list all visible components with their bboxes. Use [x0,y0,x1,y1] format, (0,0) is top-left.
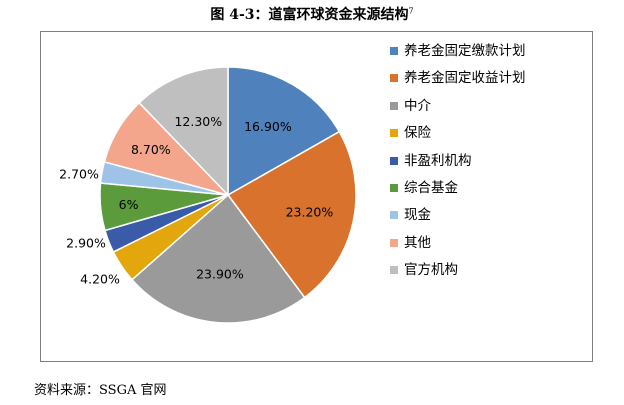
legend-swatch [390,47,398,55]
figure-title: 图 4-3：道富环球资金来源结构7 [0,4,624,24]
legend-swatch [390,101,398,110]
legend-swatch [390,74,398,83]
pie-slice [227,66,341,197]
legend-swatch [390,238,398,247]
legend-label: 官方机构 [404,262,458,279]
pie-data-labels: 16.90% 23.20% 23.90% 4.20% 2.90% 6% 2.70% 8.70%… [59,114,333,287]
pie-data-label: 23.90% [196,266,244,281]
pie-slice [138,66,229,197]
pie-data-label: 23.20% [286,205,334,220]
legend-swatch [390,156,398,165]
pie-data-label: 2.70% [59,167,99,182]
pie-slices [99,66,357,324]
legend-label: 现金 [404,207,431,224]
pie-data-label: 4.20% [80,272,120,287]
legend-swatch [390,184,398,192]
legend-label: 养老金固定缴款计划 [404,43,526,59]
pie-slice [130,193,306,324]
legend-swatch [390,129,398,138]
legend-label: 保险 [404,125,431,142]
legend-swatch [390,266,398,275]
pie-data-label: 6% [119,197,139,212]
pie-data-label: 12.30% [174,114,222,129]
legend-label: 非盈利机构 [404,152,472,169]
legend-swatch [390,211,398,220]
legend-label: 中介 [404,97,431,114]
figure-title-footnote: 7 [408,6,414,16]
pie-data-label: 16.90% [244,119,292,134]
source-note: 资料来源：SSGA 官网 [34,383,167,398]
figure-title-text: 图 4-3：道富环球资金来源结构 [210,7,409,23]
legend-label: 养老金固定收益计划 [404,70,526,87]
legend-label: 综合基金 [404,180,458,196]
pie-slice [226,130,357,299]
pie-data-label: 8.70% [131,142,171,157]
chart-frame [40,31,593,362]
legend-label: 其他 [404,234,431,251]
pie-data-label: 2.90% [66,236,106,251]
